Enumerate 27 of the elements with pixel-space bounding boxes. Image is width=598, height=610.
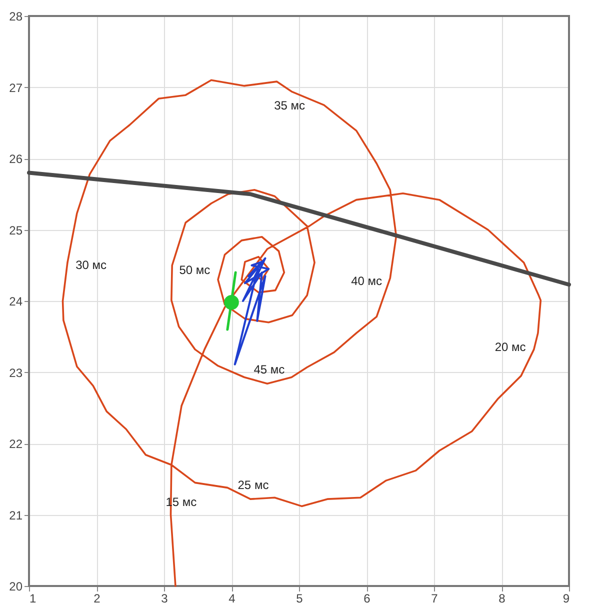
y-tick-label: 20 [9,580,23,594]
y-tick-label: 21 [9,508,23,522]
y-tick-label: 22 [9,437,23,451]
annotation: 25 мс [238,478,269,492]
y-tick-label: 26 [9,152,23,166]
line-series [234,257,270,366]
x-tick-label: 6 [364,592,371,606]
x-tick-label: 4 [228,592,236,606]
annotation: 40 мс [351,274,382,288]
annotation: 50 мс [179,263,210,278]
annotation: 45 мс [254,362,285,377]
x-tick-label: 3 [161,592,168,606]
x-tick-label: 9 [562,592,570,606]
x-tick-label: 1 [30,592,36,606]
y-tick-label: 23 [9,366,23,380]
x-tick-label: 5 [296,592,304,606]
line-series [62,79,542,587]
y-tick-label: 24 [9,294,23,308]
y-tick-label: 28 [9,10,23,24]
annotation: 35 мс [274,98,306,112]
x-tick-label: 7 [431,592,438,606]
x-tick-label: 2 [94,592,101,606]
annotation: 20 мс [494,340,526,354]
y-tick-label: 25 [9,223,23,238]
x-tick-label: 8 [498,592,506,606]
annotation: 30 мс [76,258,107,272]
y-tick-label: 27 [9,80,23,95]
